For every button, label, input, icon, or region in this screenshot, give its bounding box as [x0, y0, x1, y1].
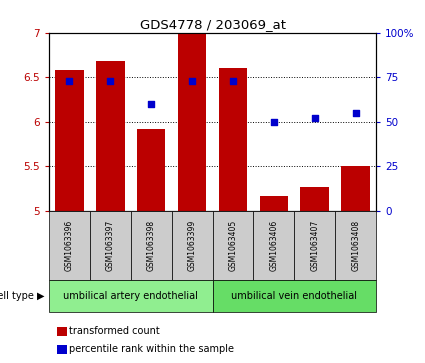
Bar	[178, 33, 207, 211]
Point	[107, 78, 113, 83]
Text: GSM1063408: GSM1063408	[351, 220, 360, 270]
Point	[230, 78, 236, 83]
Text: percentile rank within the sample: percentile rank within the sample	[69, 344, 234, 354]
Text: GSM1063398: GSM1063398	[147, 220, 156, 270]
Text: GSM1063397: GSM1063397	[106, 219, 115, 271]
Title: GDS4778 / 203069_at: GDS4778 / 203069_at	[139, 19, 286, 32]
Point	[66, 78, 73, 83]
Text: umbilical artery endothelial: umbilical artery endothelial	[63, 291, 198, 301]
Bar	[300, 187, 329, 211]
Bar	[260, 196, 288, 211]
Bar	[341, 166, 370, 211]
Point	[189, 78, 196, 83]
Point	[148, 101, 155, 107]
Text: GSM1063407: GSM1063407	[310, 219, 319, 271]
Bar	[55, 70, 84, 211]
Text: GSM1063396: GSM1063396	[65, 219, 74, 271]
Point	[352, 110, 359, 115]
Text: GSM1063399: GSM1063399	[187, 219, 196, 271]
Text: GSM1063405: GSM1063405	[229, 219, 238, 271]
Point	[312, 115, 318, 121]
Bar	[96, 61, 125, 211]
Text: transformed count: transformed count	[69, 326, 160, 336]
Text: umbilical vein endothelial: umbilical vein endothelial	[231, 291, 357, 301]
Bar	[137, 129, 165, 211]
Text: GSM1063406: GSM1063406	[269, 219, 278, 271]
Point	[270, 119, 277, 125]
Bar	[218, 68, 247, 211]
Text: cell type ▶: cell type ▶	[0, 291, 45, 301]
